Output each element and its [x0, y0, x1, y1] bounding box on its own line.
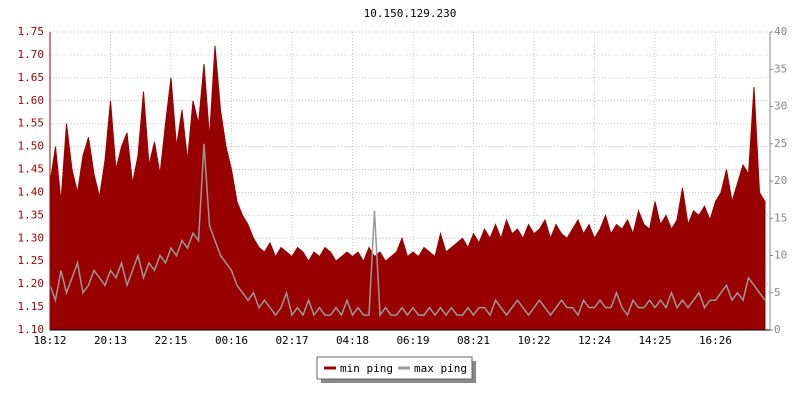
- y-tick-label: 1.35: [18, 208, 45, 221]
- series-area: [49, 45, 766, 331]
- legend-label: max ping: [414, 362, 467, 375]
- y-tick-label: 1.55: [18, 117, 45, 130]
- x-tick-label: 22:15: [154, 334, 187, 347]
- y2-tick-label: 30: [774, 100, 787, 113]
- x-tick-label: 10:22: [517, 334, 550, 347]
- x-tick-label: 18:12: [33, 334, 66, 347]
- legend-box: [316, 356, 473, 380]
- x-tick-label: 20:13: [94, 334, 127, 347]
- x-tick-label: 00:16: [215, 334, 248, 347]
- y2-tick-label: 10: [774, 249, 787, 262]
- y-tick-label: 1.10: [18, 323, 45, 336]
- y2-tick-label: 40: [774, 25, 787, 38]
- y2-tick-label: 25: [774, 137, 787, 150]
- y2-tick-label: 15: [774, 211, 787, 224]
- y-tick-label: 1.60: [18, 94, 45, 107]
- y-tick-label: 1.30: [18, 231, 45, 244]
- y-tick-label: 1.65: [18, 71, 45, 84]
- x-tick-label: 04:18: [336, 334, 369, 347]
- y-tick-label: 1.75: [18, 25, 45, 38]
- y2-tick-label: 35: [774, 62, 787, 75]
- x-tick-label: 14:25: [638, 334, 671, 347]
- y-tick-label: 1.40: [18, 185, 45, 198]
- y-tick-label: 1.15: [18, 300, 45, 313]
- y-tick-label: 1.45: [18, 163, 45, 176]
- x-tick-label: 16:26: [699, 334, 732, 347]
- x-tick-label: 12:24: [578, 334, 611, 347]
- chart-title: 10.150.129.230: [364, 7, 457, 20]
- x-tick-label: 02:17: [275, 334, 308, 347]
- x-tick-label: 06:19: [396, 334, 429, 347]
- y-tick-label: 1.20: [18, 277, 45, 290]
- legend-label: min ping: [340, 362, 393, 375]
- y2-tick-label: 20: [774, 174, 787, 187]
- y-tick-label: 1.70: [18, 48, 45, 61]
- series-line: [49, 143, 766, 318]
- y-tick-label: 1.25: [18, 254, 45, 267]
- x-tick-label: 08:21: [457, 334, 490, 347]
- y2-tick-label: 0: [774, 323, 781, 336]
- y2-tick-label: 5: [774, 286, 781, 299]
- y-tick-label: 1.50: [18, 140, 45, 153]
